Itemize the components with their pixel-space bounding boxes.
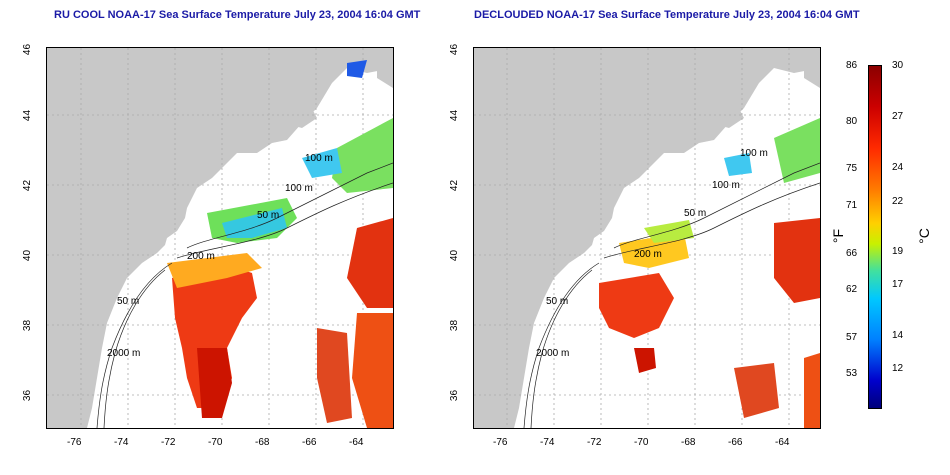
x-tick-label: -74 [540, 437, 555, 448]
sst-warm-patches [167, 218, 393, 428]
sst-cool-patches [207, 60, 393, 243]
x-tick-label: -64 [775, 437, 790, 448]
fahrenheit-tick: 53 [846, 368, 858, 379]
contour-label: 100 m [740, 148, 768, 159]
fahrenheit-tick: 71 [846, 200, 858, 211]
land-mass [474, 48, 820, 428]
contour-label: 50 m [117, 296, 140, 307]
right-map-svg [474, 48, 820, 428]
temperature-colorbar [868, 65, 882, 409]
contour-label: 50 m [546, 296, 569, 307]
right-map-title: DECLOUDED NOAA-17 Sea Surface Temperatur… [474, 9, 860, 21]
contour-label: 50 m [684, 208, 707, 219]
fahrenheit-tick: 57 [846, 332, 858, 343]
sst-warm-patches [599, 218, 820, 428]
contour-label: 200 m [634, 249, 662, 260]
contour-label: 200 m [187, 251, 215, 262]
celsius-tick: 19 [892, 246, 904, 257]
x-tick-label: -72 [587, 437, 602, 448]
contour-label: 100 m [285, 183, 313, 194]
y-tick-label: 46 [449, 43, 461, 56]
y-tick-label: 42 [449, 179, 461, 192]
x-tick-label: -64 [349, 437, 364, 448]
x-tick-label: -76 [493, 437, 508, 448]
y-tick-label: 44 [449, 109, 461, 122]
left-map-svg [47, 48, 393, 428]
fahrenheit-unit-label: °F [830, 228, 847, 244]
celsius-tick: 17 [892, 279, 904, 290]
x-tick-label: -70 [208, 437, 223, 448]
contour-label: 2000 m [107, 348, 141, 359]
y-tick-label: 40 [449, 249, 461, 262]
y-tick-label: 38 [449, 319, 461, 332]
celsius-tick: 27 [892, 111, 904, 122]
land-mass [47, 48, 393, 428]
sst-cool-patches [644, 118, 820, 243]
x-tick-label: -76 [67, 437, 82, 448]
contour-label: 2000 m [536, 348, 570, 359]
y-tick-label: 44 [22, 109, 34, 122]
x-tick-label: -70 [634, 437, 649, 448]
y-tick-label: 46 [22, 43, 34, 56]
x-tick-label: -72 [161, 437, 176, 448]
contour-label: 50 m [257, 210, 280, 221]
celsius-tick: 24 [892, 162, 904, 173]
contour-label: 100 m [305, 153, 333, 164]
left-map-title: RU COOL NOAA-17 Sea Surface Temperature … [54, 9, 421, 21]
celsius-tick: 12 [892, 363, 904, 374]
contour-label: 100 m [712, 180, 740, 191]
celsius-unit-label: °C [915, 228, 932, 244]
left-map-panel[interactable]: 100 m 100 m 50 m 200 m 50 m 2000 m [46, 47, 394, 429]
x-tick-label: -66 [302, 437, 317, 448]
x-tick-label: -74 [114, 437, 129, 448]
celsius-tick: 22 [892, 196, 904, 207]
fahrenheit-tick: 75 [846, 163, 858, 174]
x-tick-label: -68 [681, 437, 696, 448]
y-tick-label: 40 [22, 249, 34, 262]
bathymetry-contours [96, 162, 393, 428]
fahrenheit-tick: 62 [846, 284, 858, 295]
y-tick-label: 42 [22, 179, 34, 192]
x-tick-label: -66 [728, 437, 743, 448]
x-tick-label: -68 [255, 437, 270, 448]
y-tick-label: 36 [22, 389, 34, 402]
celsius-tick: 14 [892, 330, 904, 341]
fahrenheit-tick: 86 [846, 60, 858, 71]
fahrenheit-tick: 80 [846, 116, 858, 127]
bathymetry-contours [523, 162, 820, 428]
right-map-panel[interactable]: 100 m 100 m 50 m 200 m 50 m 2000 m [473, 47, 821, 429]
y-tick-label: 36 [449, 389, 461, 402]
celsius-tick: 30 [892, 60, 904, 71]
fahrenheit-tick: 66 [846, 248, 858, 259]
y-tick-label: 38 [22, 319, 34, 332]
